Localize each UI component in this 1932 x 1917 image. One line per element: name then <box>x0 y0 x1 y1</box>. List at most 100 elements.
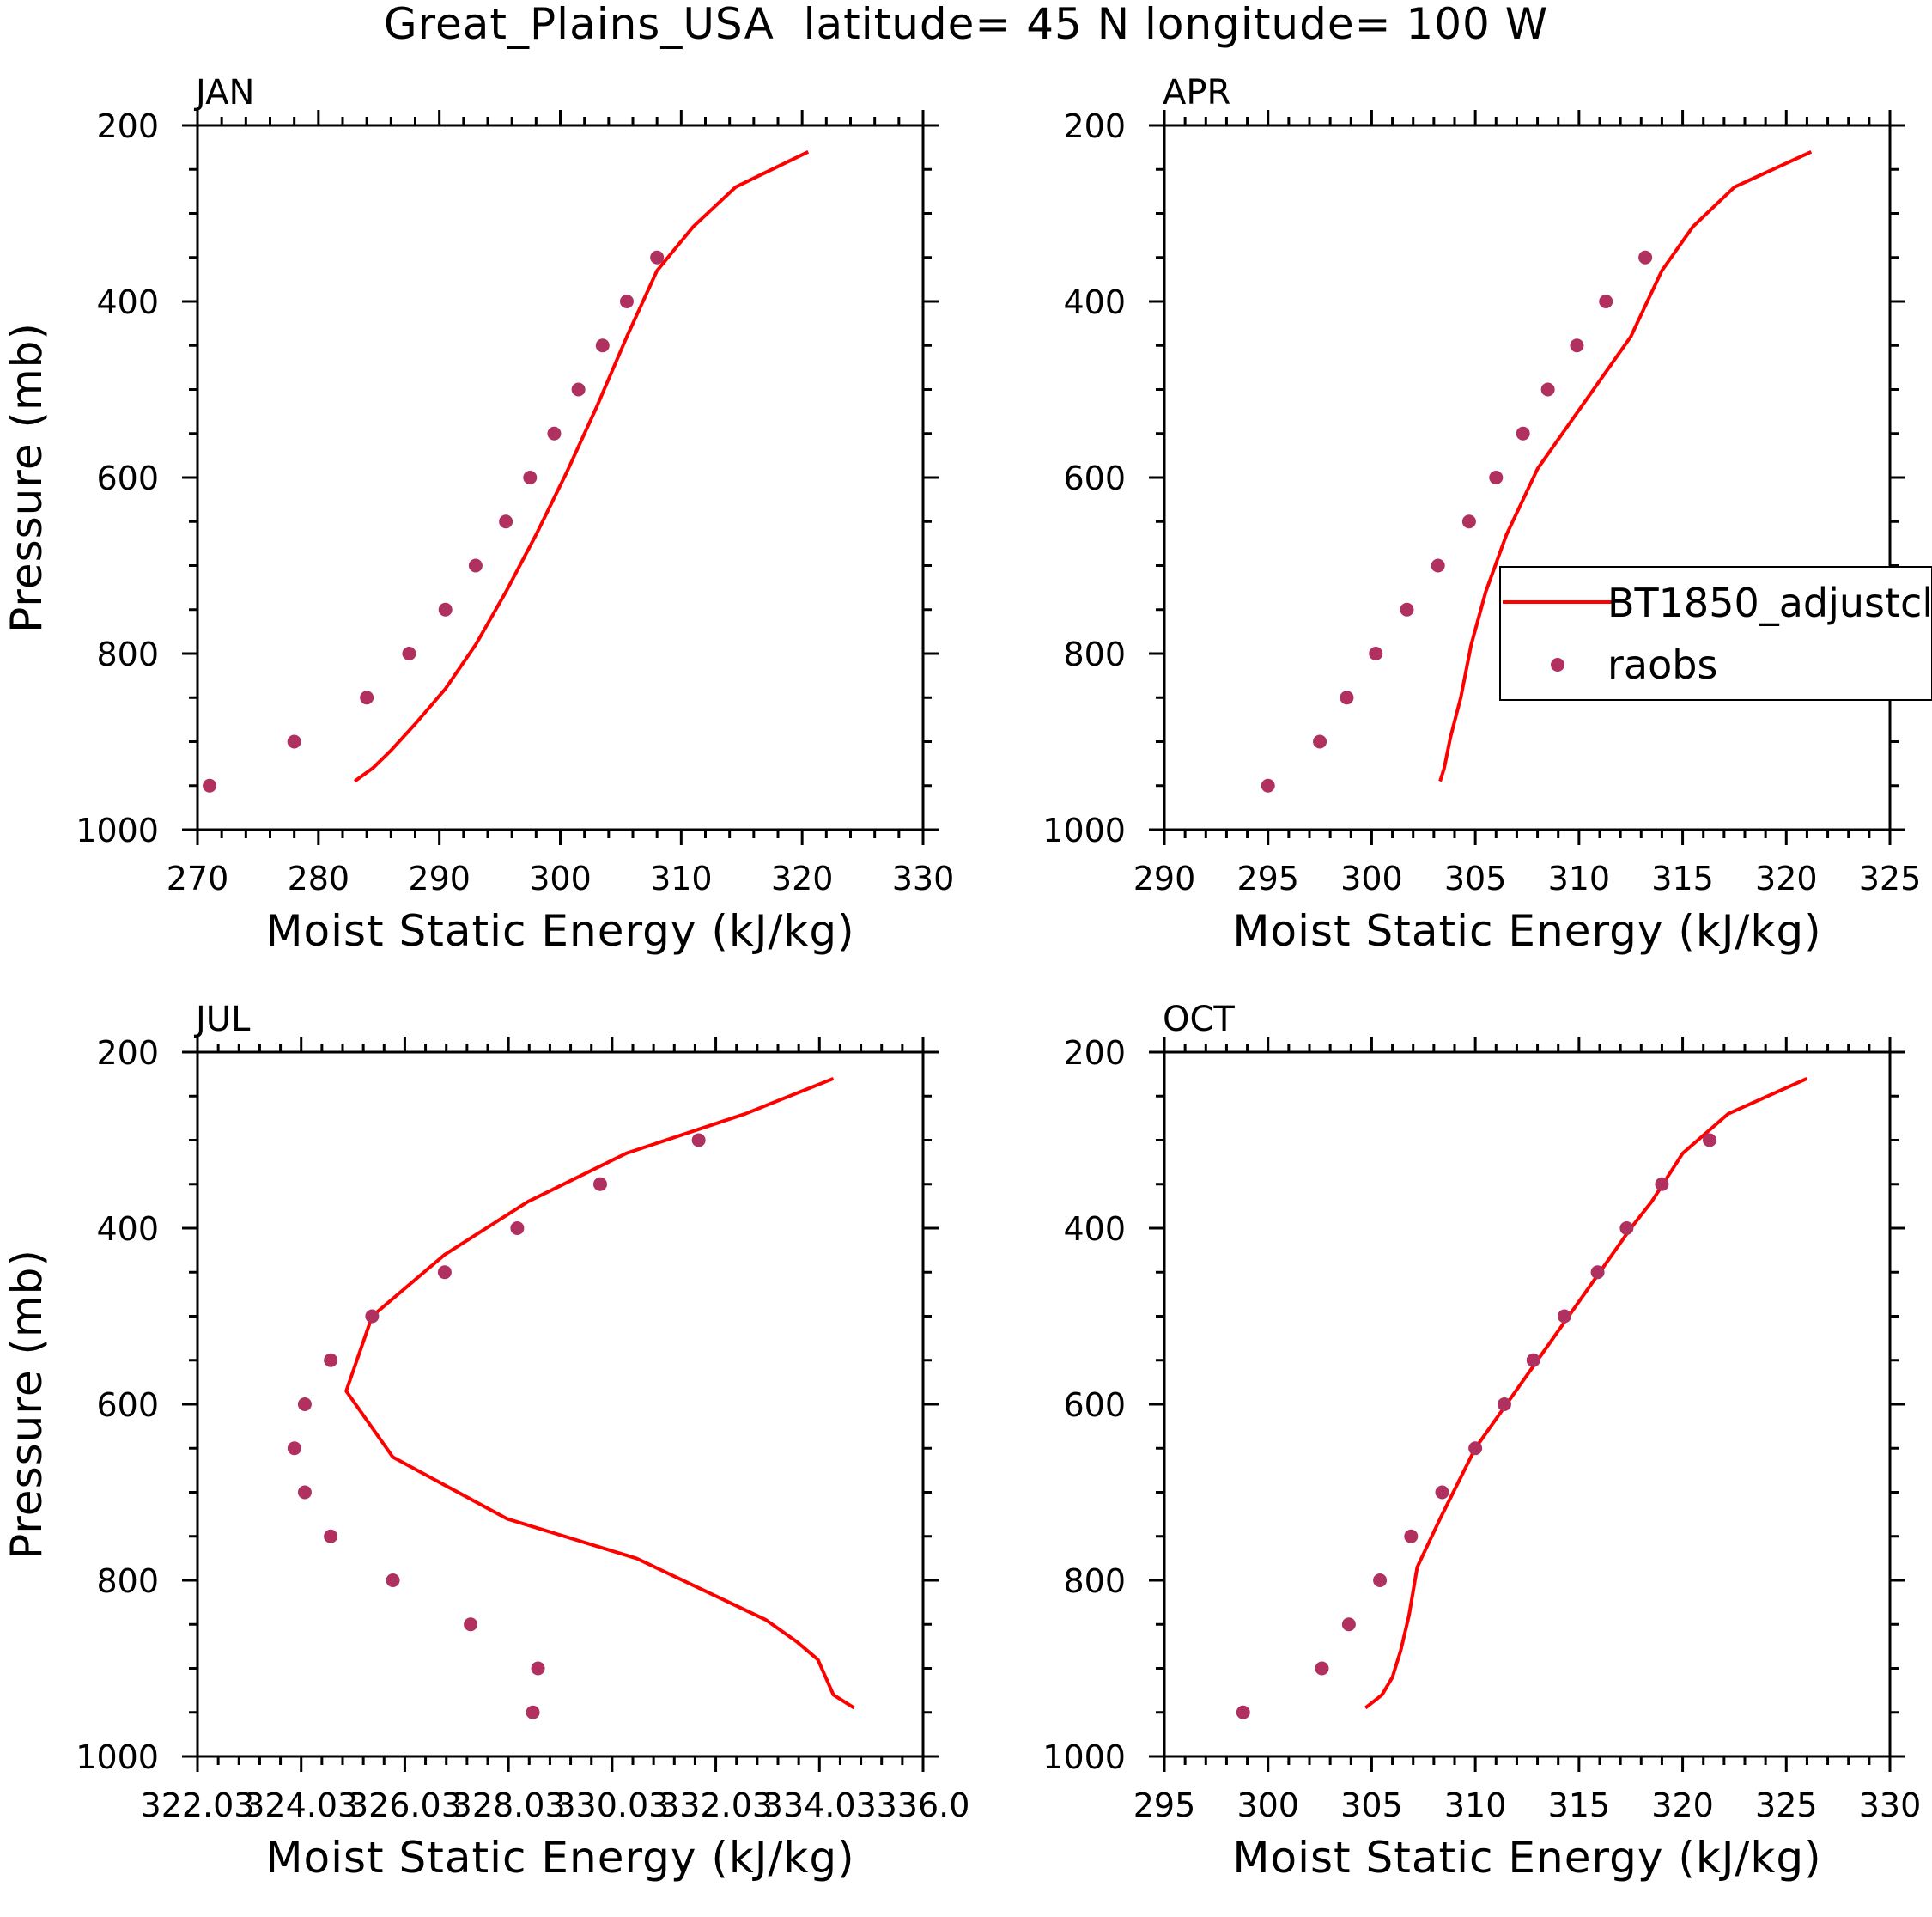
obs-point <box>531 1661 545 1676</box>
panel-label: JUL <box>193 1000 251 1039</box>
obs-point <box>1702 1133 1716 1147</box>
obs-point <box>526 1705 540 1719</box>
y-tick-label: 600 <box>96 1386 159 1424</box>
obs-point <box>324 1529 338 1543</box>
x-axis-label: Moist Static Energy (kJ/kg) <box>265 1833 854 1883</box>
obs-point <box>1540 382 1555 397</box>
obs-point <box>650 250 665 265</box>
panel-apr: 290 295 300 305 310 315 320 325 200 400 600 800 1000… <box>1042 73 1921 956</box>
x-tick-label: 300 <box>1236 1786 1299 1824</box>
figure-title: Great_Plains_USA latitude= 45 N longitud… <box>384 0 1548 49</box>
model-profile-line <box>353 150 810 783</box>
obs-point <box>1404 1529 1419 1543</box>
y-tick-label: 400 <box>1063 1210 1126 1248</box>
x-tick-label: 328.03 <box>452 1786 566 1824</box>
x-tick-label: 280 <box>288 860 350 898</box>
obs-point <box>1461 514 1476 529</box>
x-tick-label: 290 <box>408 860 471 898</box>
obs-point <box>324 1353 338 1367</box>
obs-point <box>1590 1265 1605 1280</box>
model-profile-line <box>1438 149 1813 782</box>
y-tick-label: 200 <box>96 107 159 145</box>
y-tick-label: 400 <box>96 283 159 321</box>
y-tick-label: 800 <box>96 1562 159 1600</box>
x-tick-label: 270 <box>167 860 229 898</box>
obs-point <box>287 1441 301 1456</box>
obs-point <box>1341 1617 1356 1632</box>
x-tick-label: 336.0 <box>877 1786 970 1824</box>
obs-point <box>1315 1661 1329 1676</box>
x-tick-label: 325 <box>1859 860 1922 898</box>
obs-point <box>360 691 374 705</box>
obs-point <box>691 1133 706 1147</box>
panel-label: JAN <box>193 73 254 113</box>
obs-point <box>297 1397 312 1411</box>
obs-point <box>619 295 634 308</box>
x-tick-label: 300 <box>529 860 592 898</box>
obs-point <box>523 471 538 484</box>
obs-point <box>499 514 513 529</box>
x-tick-label: 320 <box>771 860 834 898</box>
plot-frame <box>196 124 925 831</box>
obs-point <box>1236 1705 1250 1719</box>
x-tick-label: 334.03 <box>762 1786 877 1824</box>
obs-point <box>1516 426 1530 441</box>
y-tick-label: 200 <box>1063 107 1126 145</box>
obs-point <box>468 558 483 573</box>
x-tick-label: 330 <box>892 860 955 898</box>
panel-jul: 322.03324.03326.03328.03330.03332.03334.… <box>2 1000 969 1883</box>
model-profile-line <box>1364 1076 1808 1710</box>
y-tick-label: 800 <box>1063 1562 1126 1600</box>
obs-point <box>595 338 610 353</box>
legend-model-label: BT1850_adjustcl <box>1607 580 1932 626</box>
obs-point <box>1468 1441 1483 1456</box>
obs-point <box>1557 1309 1571 1324</box>
obs-point <box>1497 1397 1511 1411</box>
x-tick-label: 310 <box>1548 860 1611 898</box>
x-tick-label: 326.03 <box>348 1786 462 1824</box>
x-axis-label: Moist Static Energy (kJ/kg) <box>265 906 854 956</box>
panel-jan: 270 280 290 300 310 320 330 200 400 600 800 1000 JAN… <box>2 73 954 956</box>
obs-point <box>437 1265 452 1280</box>
obs-point <box>1489 471 1504 484</box>
y-axis-label: Pressure (mb) <box>2 1249 52 1560</box>
x-tick-label: 322.03 <box>141 1786 255 1824</box>
obs-point <box>571 382 586 397</box>
obs-point <box>1638 250 1653 265</box>
y-tick-label: 400 <box>1063 283 1126 321</box>
panel-label: APR <box>1163 73 1230 113</box>
legend-marker-swatch <box>1551 658 1564 672</box>
y-tick-label: 800 <box>96 636 159 673</box>
obs-point <box>592 1177 607 1191</box>
y-tick-label: 600 <box>1063 459 1126 497</box>
x-tick-label: 320 <box>1755 860 1818 898</box>
obs-point <box>438 602 453 617</box>
y-tick-label: 600 <box>1063 1386 1126 1424</box>
model-profile-line <box>344 1076 855 1710</box>
x-tick-label: 330 <box>1859 1786 1922 1824</box>
y-tick-label: 800 <box>1063 636 1126 673</box>
obs-point <box>386 1573 400 1587</box>
obs-point <box>1619 1221 1634 1235</box>
x-tick-label: 325 <box>1755 1786 1818 1824</box>
obs-point <box>1431 558 1445 573</box>
obs-point <box>1526 1353 1540 1367</box>
x-tick-label: 320 <box>1651 1786 1714 1824</box>
panel-label: OCT <box>1163 1000 1235 1039</box>
obs-point <box>1369 647 1383 660</box>
legend-box <box>1499 566 1932 701</box>
x-tick-label: 300 <box>1340 860 1403 898</box>
obs-point <box>510 1221 525 1235</box>
obs-point <box>1313 734 1327 749</box>
x-tick-label: 330.03 <box>555 1786 669 1824</box>
y-tick-label: 1000 <box>76 1738 159 1776</box>
obs-point <box>1373 1573 1388 1587</box>
obs-point <box>1400 602 1414 617</box>
x-tick-label: 305 <box>1444 860 1507 898</box>
x-tick-label: 310 <box>650 860 713 898</box>
obs-point <box>402 647 416 660</box>
y-tick-label: 1000 <box>1042 1738 1126 1776</box>
x-tick-label: 305 <box>1340 1786 1403 1824</box>
y-tick-label: 1000 <box>76 812 159 849</box>
